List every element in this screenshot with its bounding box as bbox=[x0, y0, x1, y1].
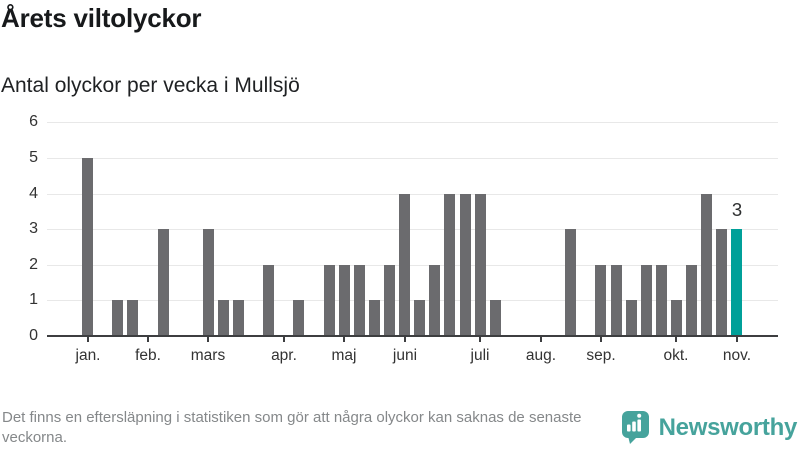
month-label: feb. bbox=[135, 347, 161, 364]
bar-week-28 bbox=[490, 300, 501, 337]
bar-week-26 bbox=[460, 194, 471, 337]
bar-week-13 bbox=[263, 265, 274, 337]
bar-week-38 bbox=[641, 265, 652, 337]
highlight-bar-week-44 bbox=[731, 229, 742, 337]
bar-week-20 bbox=[369, 300, 380, 337]
bar-week-39 bbox=[656, 265, 667, 337]
month-tick bbox=[207, 337, 209, 342]
bar-week-41 bbox=[686, 265, 697, 337]
bar-week-11 bbox=[233, 300, 244, 337]
month-tick bbox=[404, 337, 406, 342]
month-label: aug. bbox=[525, 347, 557, 364]
bar-week-25 bbox=[444, 194, 455, 337]
month-tick bbox=[600, 337, 602, 342]
bar-week-22 bbox=[399, 194, 410, 337]
month-tick bbox=[540, 337, 542, 342]
month-tick bbox=[283, 337, 285, 342]
month-label: maj bbox=[331, 347, 357, 364]
bar-week-18 bbox=[339, 265, 350, 337]
y-tick-label: 4 bbox=[29, 185, 38, 202]
bar-week-24 bbox=[429, 265, 440, 337]
month-label: juli bbox=[470, 347, 490, 364]
month-label: sep. bbox=[586, 347, 616, 364]
y-tick-label: 6 bbox=[29, 113, 38, 130]
month-tick bbox=[736, 337, 738, 342]
bar-week-15 bbox=[293, 300, 304, 337]
bar-week-6 bbox=[158, 229, 169, 337]
bar-week-10 bbox=[218, 300, 229, 337]
newsworthy-wordmark: Newsworthy bbox=[658, 414, 798, 441]
bar-week-33 bbox=[565, 229, 576, 337]
month-label: apr. bbox=[271, 347, 297, 364]
bar-week-21 bbox=[384, 265, 395, 337]
month-tick bbox=[147, 337, 149, 342]
grid-line bbox=[47, 194, 778, 195]
month-label: jan. bbox=[75, 347, 101, 364]
bar-week-27 bbox=[475, 194, 486, 337]
bar-week-35 bbox=[595, 265, 606, 337]
month-label: nov. bbox=[722, 347, 752, 364]
bar-week-19 bbox=[354, 265, 365, 337]
bar-week-9 bbox=[203, 229, 214, 337]
bar-week-3 bbox=[112, 300, 123, 337]
grid-line bbox=[47, 122, 778, 123]
y-tick-label: 0 bbox=[29, 327, 38, 344]
grid-line bbox=[47, 229, 778, 230]
grid-line bbox=[47, 158, 778, 159]
y-tick-label: 2 bbox=[29, 256, 38, 273]
footnote: Det finns en eftersläpning i statistiken… bbox=[2, 409, 582, 446]
newsworthy-logo: Newsworthy bbox=[621, 410, 797, 446]
bar-week-23 bbox=[414, 300, 425, 337]
grid-line bbox=[47, 265, 778, 266]
month-tick bbox=[87, 337, 89, 342]
chart-subtitle: Antal olyckor per vecka i Mullsjö bbox=[1, 74, 300, 97]
bar-week-40 bbox=[671, 300, 682, 337]
bar-week-36 bbox=[611, 265, 622, 337]
bar-week-4 bbox=[127, 300, 138, 337]
grid-line bbox=[47, 300, 778, 301]
bar-week-1 bbox=[82, 158, 93, 337]
bar-week-37 bbox=[626, 300, 637, 337]
bar-week-42 bbox=[701, 194, 712, 337]
bar-week-17 bbox=[324, 265, 335, 337]
month-tick bbox=[675, 337, 677, 342]
month-tick bbox=[479, 337, 481, 342]
month-label: okt. bbox=[663, 347, 689, 364]
bar-week-43 bbox=[716, 229, 727, 337]
month-tick bbox=[343, 337, 345, 342]
newsworthy-logo-icon bbox=[621, 410, 651, 446]
y-tick-label: 1 bbox=[29, 291, 38, 308]
month-label: juni bbox=[392, 347, 418, 364]
month-label: mars bbox=[190, 347, 226, 364]
y-tick-label: 3 bbox=[29, 220, 38, 237]
page-title: Årets viltolyckor bbox=[1, 3, 202, 33]
highlight-value-label: 3 bbox=[731, 199, 743, 220]
x-axis-line bbox=[47, 335, 778, 337]
y-tick-label: 5 bbox=[29, 149, 38, 166]
